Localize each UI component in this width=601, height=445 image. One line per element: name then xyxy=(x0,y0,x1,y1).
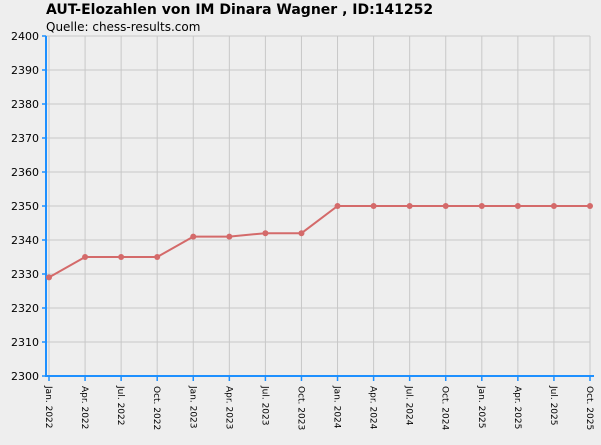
x-tick-label: Jan. 2025 xyxy=(476,385,486,429)
x-tick-label: Oct. 2022 xyxy=(151,386,161,430)
axis-layer xyxy=(42,35,594,381)
x-tick-label: Jan. 2024 xyxy=(332,385,342,429)
y-tick-label: 2390 xyxy=(11,64,39,77)
x-tick-label: Oct. 2023 xyxy=(295,386,305,430)
y-tick-label: 2310 xyxy=(11,336,39,349)
x-tick-label: Oct. 2025 xyxy=(584,386,594,430)
data-point xyxy=(550,203,557,209)
data-point xyxy=(46,274,52,281)
y-tick-label: 2300 xyxy=(11,370,39,383)
data-point xyxy=(587,203,593,209)
data-point xyxy=(226,233,233,240)
y-tick-label: 2380 xyxy=(11,98,39,111)
chart-subtitle: Quelle: chess-results.com xyxy=(46,20,201,34)
y-tick-label: 2400 xyxy=(11,30,39,43)
x-tick-label: Jul. 2023 xyxy=(259,385,269,426)
data-point xyxy=(298,230,305,237)
data-point xyxy=(154,254,161,260)
data-point xyxy=(478,203,485,209)
x-tick-label: Apr. 2022 xyxy=(79,386,89,429)
x-tick-label: Jan. 2022 xyxy=(43,385,53,429)
x-tick-label: Jul. 2022 xyxy=(115,385,125,426)
data-point xyxy=(442,203,449,209)
y-tick-label: 2330 xyxy=(11,268,39,281)
x-tick-label: Jul. 2024 xyxy=(404,385,414,426)
data-point xyxy=(118,254,125,260)
series-line xyxy=(48,205,590,279)
data-point xyxy=(262,230,269,237)
data-point xyxy=(370,203,377,209)
label-layer: 2300 2310 2320 2330 2340 2350 2360 2370 2380 2390… xyxy=(11,30,594,430)
x-tick-label: Oct. 2024 xyxy=(440,386,450,430)
y-tick-label: 2340 xyxy=(11,234,39,247)
x-tick-label: Jul. 2025 xyxy=(548,385,558,426)
x-tick-label: Apr. 2023 xyxy=(223,386,233,429)
data-point xyxy=(334,203,341,209)
data-point xyxy=(406,203,413,209)
x-tick-label: Apr. 2025 xyxy=(512,386,522,429)
chart-title: AUT-Elozahlen von IM Dinara Wagner , ID:… xyxy=(46,2,434,18)
data-point xyxy=(82,254,89,260)
x-tick-label: Jan. 2023 xyxy=(187,385,197,429)
y-tick-label: 2350 xyxy=(11,200,39,213)
data-point xyxy=(514,203,521,209)
x-tick-label: Apr. 2024 xyxy=(368,386,378,430)
y-tick-label: 2320 xyxy=(11,302,39,315)
series-layer xyxy=(46,203,593,281)
y-tick-label: 2370 xyxy=(11,132,39,145)
data-point xyxy=(190,233,197,240)
y-tick-label: 2360 xyxy=(11,166,39,179)
